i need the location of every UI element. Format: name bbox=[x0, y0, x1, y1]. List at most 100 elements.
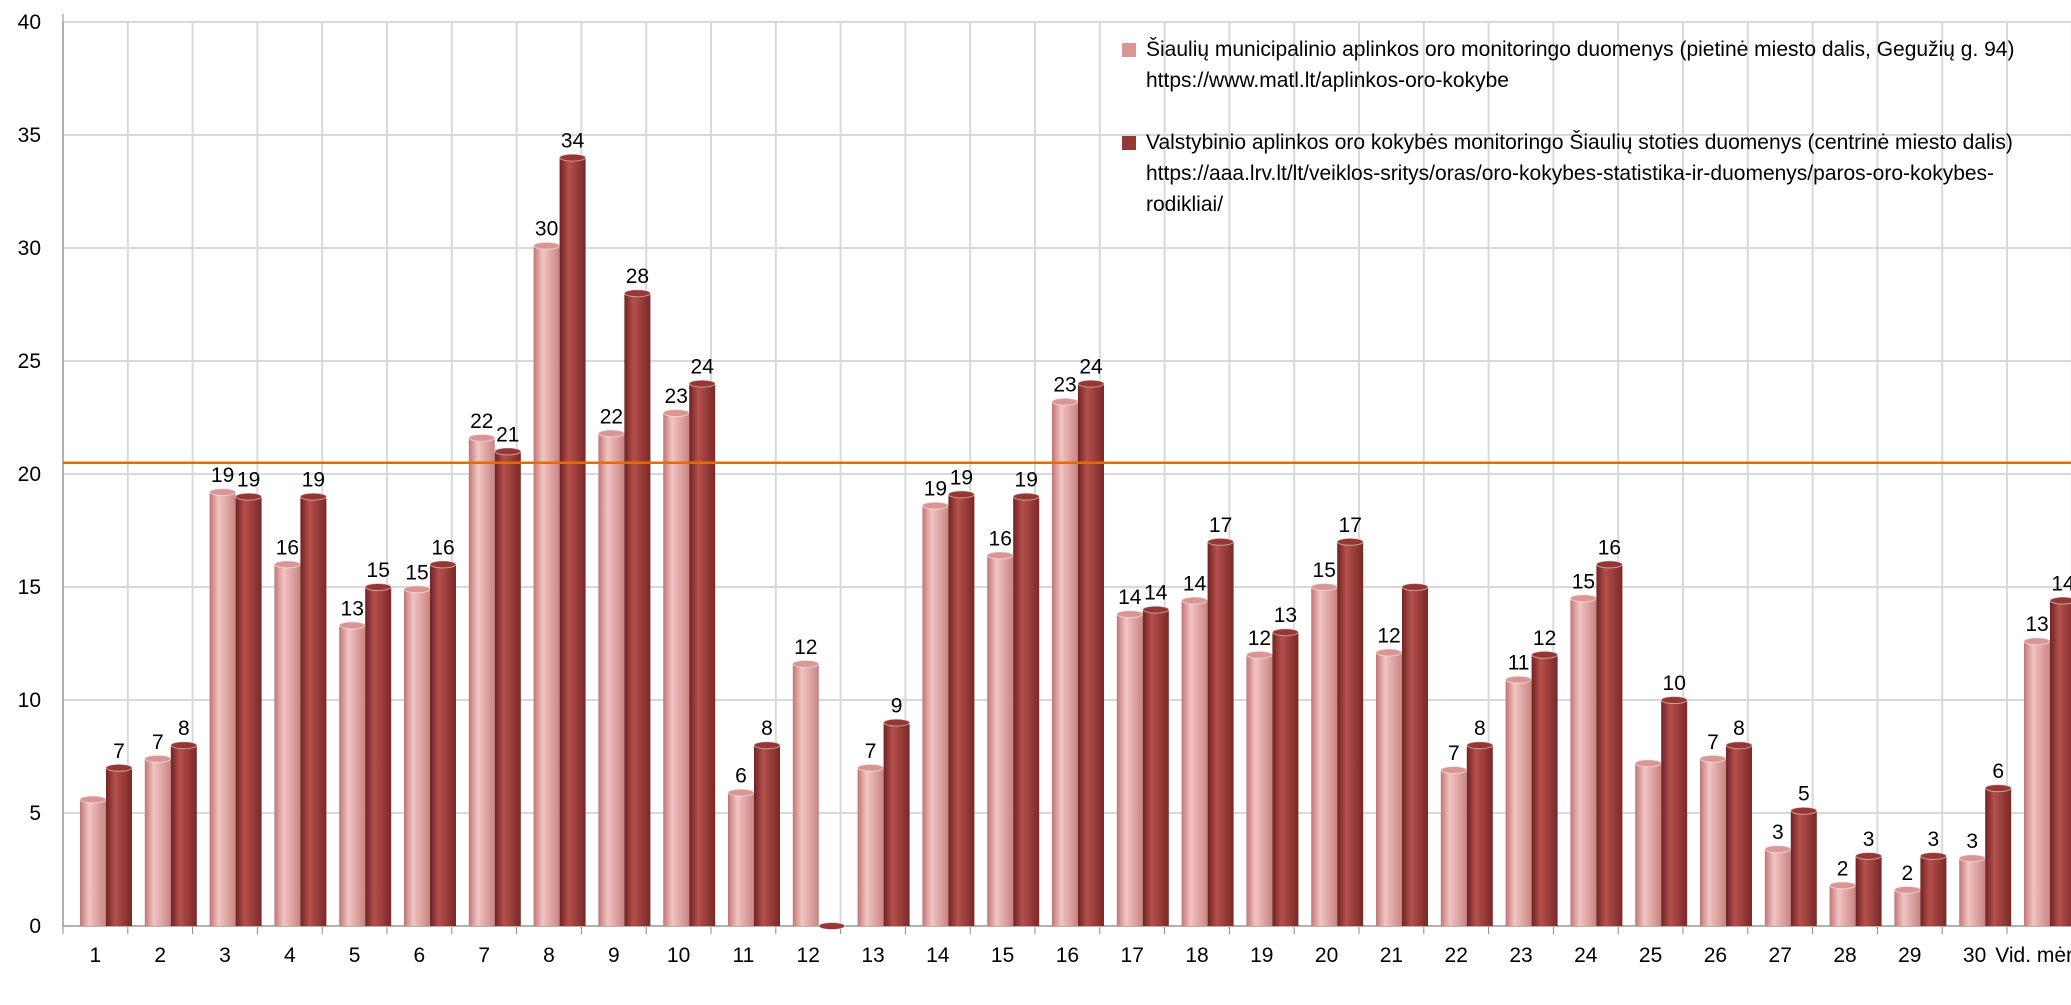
data-label: 19 bbox=[302, 469, 325, 492]
x-tick-label: 27 bbox=[1769, 944, 1792, 967]
data-label: 19 bbox=[1015, 469, 1038, 492]
data-label: 8 bbox=[178, 717, 190, 740]
bar bbox=[1207, 541, 1234, 926]
bar-cap bbox=[1699, 754, 1727, 763]
bar bbox=[1181, 600, 1208, 926]
data-label: 24 bbox=[1079, 356, 1103, 379]
bar bbox=[533, 245, 560, 927]
x-tick-label: 28 bbox=[1833, 944, 1856, 967]
bar-cap bbox=[921, 501, 949, 510]
legend-swatch bbox=[1122, 136, 1136, 150]
bar-cap bbox=[947, 490, 975, 499]
bar bbox=[728, 792, 754, 926]
data-label: 19 bbox=[950, 466, 973, 489]
bar bbox=[1376, 652, 1402, 926]
x-tick-label: 9 bbox=[608, 944, 620, 967]
data-label: 30 bbox=[535, 218, 558, 241]
bar bbox=[1596, 564, 1623, 926]
bar-cap bbox=[662, 408, 690, 417]
bar-cap bbox=[338, 621, 366, 630]
bar bbox=[235, 496, 262, 926]
bar bbox=[1790, 810, 1817, 926]
legend-item: Šiaulių municipalinio aplinkos oro monit… bbox=[1122, 34, 2042, 96]
bar bbox=[689, 383, 716, 927]
data-label: 2 bbox=[1902, 862, 1914, 885]
bar bbox=[1959, 858, 1986, 926]
y-tick-label: 25 bbox=[18, 350, 41, 373]
bar-cap bbox=[1855, 851, 1883, 860]
bar-cap bbox=[1181, 596, 1209, 605]
bar-cap bbox=[1505, 675, 1533, 684]
bar-cap bbox=[403, 585, 431, 594]
data-label: 7 bbox=[113, 740, 125, 763]
bar bbox=[1700, 758, 1726, 926]
data-label: 28 bbox=[626, 265, 649, 288]
data-label: 7 bbox=[865, 740, 877, 763]
bar bbox=[792, 663, 819, 926]
bar-cap bbox=[1531, 650, 1559, 659]
bar-cap bbox=[1919, 851, 1947, 860]
data-label: 8 bbox=[1733, 717, 1745, 740]
bar-cap bbox=[792, 659, 820, 668]
x-tick-label: 3 bbox=[219, 944, 231, 967]
bar bbox=[1466, 745, 1493, 926]
legend: Šiaulių municipalinio aplinkos oro monit… bbox=[1122, 34, 2042, 251]
bar-cap bbox=[1142, 605, 1170, 614]
data-label: 3 bbox=[1772, 821, 1784, 844]
bar-cap bbox=[1764, 845, 1792, 854]
bar bbox=[339, 625, 366, 926]
bar bbox=[857, 767, 884, 926]
bar-cap bbox=[559, 153, 587, 162]
x-tick-label: 24 bbox=[1574, 944, 1598, 967]
bar bbox=[106, 767, 132, 926]
data-label: 14 bbox=[1183, 573, 1207, 596]
bar-cap bbox=[1725, 741, 1753, 750]
data-label: 3 bbox=[1863, 828, 1875, 851]
data-label: 2 bbox=[1837, 857, 1849, 880]
bar-cap bbox=[1569, 594, 1597, 603]
bar bbox=[987, 555, 1014, 926]
bar bbox=[494, 451, 521, 926]
bar bbox=[1246, 654, 1273, 926]
x-tick-label: 8 bbox=[543, 944, 555, 967]
bar bbox=[1402, 587, 1428, 926]
bar-cap bbox=[235, 492, 263, 501]
x-tick-label: 23 bbox=[1509, 944, 1532, 967]
data-label: 13 bbox=[2025, 613, 2048, 636]
bar bbox=[274, 564, 301, 926]
bar bbox=[1337, 541, 1364, 926]
bar bbox=[1635, 763, 1662, 926]
bar-cap bbox=[1958, 854, 1986, 863]
bar bbox=[1985, 788, 2012, 926]
bar bbox=[559, 157, 586, 927]
bar-cap bbox=[1207, 537, 1235, 546]
bar-cap bbox=[1051, 397, 1079, 406]
data-label: 11 bbox=[1508, 652, 1530, 675]
data-label: 9 bbox=[891, 695, 903, 718]
bar bbox=[624, 293, 651, 926]
data-label: 10 bbox=[1663, 672, 1686, 695]
bar bbox=[948, 494, 975, 926]
y-tick-label: 40 bbox=[18, 11, 41, 34]
bar-cap bbox=[1336, 537, 1364, 546]
bar-cap bbox=[986, 551, 1014, 560]
x-tick-label: 4 bbox=[284, 944, 296, 967]
bar-cap bbox=[1440, 766, 1468, 775]
data-label: 21 bbox=[496, 423, 519, 446]
data-label: 19 bbox=[237, 469, 260, 492]
bar-cap bbox=[299, 492, 327, 501]
bar bbox=[1440, 770, 1467, 926]
bar-cap bbox=[623, 289, 651, 298]
bar bbox=[1764, 849, 1791, 926]
data-label: 13 bbox=[341, 597, 364, 620]
x-tick-label: 6 bbox=[414, 944, 426, 967]
x-tick-label: 18 bbox=[1185, 944, 1208, 967]
x-tick-label: 13 bbox=[861, 944, 884, 967]
bar-cap bbox=[79, 795, 107, 804]
data-label: 7 bbox=[1707, 731, 1719, 754]
data-label: 12 bbox=[1248, 627, 1271, 650]
bar-cap bbox=[1401, 583, 1429, 591]
bar bbox=[2024, 641, 2050, 926]
